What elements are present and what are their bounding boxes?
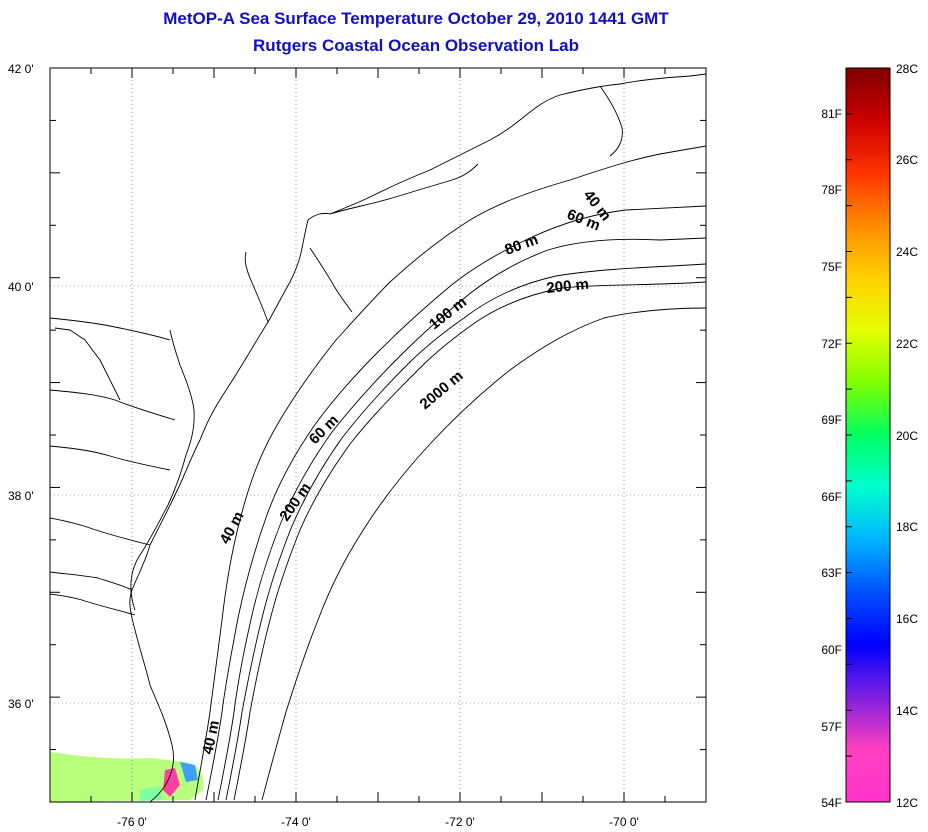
- lat-tick-label: 42 0': [8, 62, 34, 76]
- colorbar-fahrenheit-label: 69F: [821, 413, 842, 427]
- isobath-2000m: [261, 307, 706, 801]
- lat-tick-label: 38 0': [8, 489, 34, 503]
- lat-tick-label: 36 0': [8, 697, 34, 711]
- isobath-60m: [205, 205, 706, 801]
- colorbar-fahrenheit-label: 72F: [821, 337, 842, 351]
- coastline: [129, 73, 706, 802]
- colorbar-celsius-label: 28C: [896, 62, 918, 76]
- cape-cod: [599, 85, 623, 157]
- isobath-100m: [225, 263, 706, 801]
- contour-label: 60 m: [306, 412, 342, 448]
- colorbar-celsius-label: 18C: [896, 520, 918, 534]
- colorbar-fahrenheit-label: 54F: [821, 796, 842, 810]
- contour-label: 100 m: [426, 294, 470, 334]
- delaware-bay: [244, 251, 269, 323]
- chesapeake-bay: [130, 329, 195, 611]
- isobath-labels: 40 m 60 m 80 m 100 m 200 m 2000 m 60 m 4…: [199, 187, 614, 756]
- colorbar-fahrenheit-label: 66F: [821, 490, 842, 504]
- lon-tick-label: -76 0': [117, 815, 147, 829]
- long-island: [329, 163, 479, 215]
- contour-label: 2000 m: [417, 367, 467, 413]
- map-title: MetOP-A Sea Surface Temperature October …: [163, 9, 669, 28]
- colorbar-fahrenheit-label: 81F: [821, 107, 842, 121]
- colorbar-celsius-label: 14C: [896, 704, 918, 718]
- colorbar-fahrenheit-label: 57F: [821, 720, 842, 734]
- contour-label: 40 m: [199, 719, 223, 756]
- colorbar-celsius-label: 24C: [896, 245, 918, 259]
- map-subtitle: Rutgers Coastal Ocean Observation Lab: [253, 36, 579, 55]
- axis-tick-labels: 42 0' 40 0' 38 0' 36 0' -76 0' -74 0' -7…: [8, 62, 639, 829]
- isobath-80m: [217, 237, 706, 801]
- new-jersey-coast: [309, 247, 353, 313]
- lon-tick-label: -72 0': [445, 815, 475, 829]
- colorbar-bar: [845, 67, 891, 803]
- graticule: [50, 68, 706, 802]
- colorbar-fahrenheit-label: 63F: [821, 566, 842, 580]
- isobath-40m: [194, 145, 706, 801]
- lon-tick-label: -74 0': [281, 815, 311, 829]
- colorbar-fahrenheit-label: 60F: [821, 643, 842, 657]
- lon-tick-label: -70 0': [609, 815, 639, 829]
- colorbar-fahrenheit-label: 75F: [821, 260, 842, 274]
- contour-label: 200 m: [546, 276, 590, 297]
- colorbar-celsius-label: 26C: [896, 153, 918, 167]
- colorbar-celsius-label: 12C: [896, 796, 918, 810]
- axis-ticks: [49, 67, 707, 803]
- lat-tick-label: 40 0': [8, 280, 34, 294]
- colorbar-celsius-label: 20C: [896, 429, 918, 443]
- contour-label: 40 m: [217, 509, 248, 547]
- contour-label: 80 m: [503, 231, 541, 259]
- map-frame: [49, 67, 707, 803]
- colorbar: 28C 26C 24C 22C 20C 18C 16C 14C 12C 81F …: [821, 62, 918, 810]
- colorbar-celsius-label: 16C: [896, 612, 918, 626]
- colorbar-celsius-label: 22C: [896, 337, 918, 351]
- sst-data-patch: [50, 752, 204, 802]
- isobath-200m: [233, 281, 706, 801]
- colorbar-fahrenheit-label: 78F: [821, 183, 842, 197]
